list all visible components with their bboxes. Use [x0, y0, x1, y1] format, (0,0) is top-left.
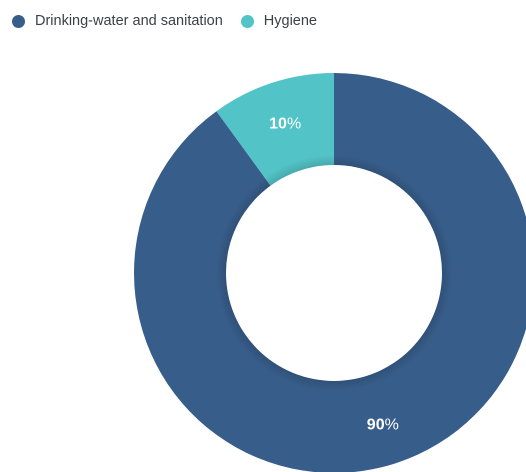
chart-legend: Drinking-water and sanitation Hygiene [12, 13, 335, 29]
labels-group: 90% 10% [269, 116, 399, 434]
legend-label-drinking-water-and-sanitation: Drinking-water and sanitation [35, 13, 223, 29]
legend-swatch-hygiene [240, 14, 254, 28]
legend-swatch-drinking-water-and-sanitation [12, 14, 25, 28]
donut-hole [226, 165, 442, 381]
data-label-drinking-water-and-sanitation: 90% [367, 416, 399, 433]
legend-item-hygiene[interactable]: Hygiene [240, 13, 317, 29]
data-label-hygiene: 10% [269, 116, 301, 133]
legend-label-hygiene: Hygiene [263, 13, 317, 29]
legend-item-drinking-water-and-sanitation[interactable]: Drinking-water and sanitation [12, 13, 223, 29]
